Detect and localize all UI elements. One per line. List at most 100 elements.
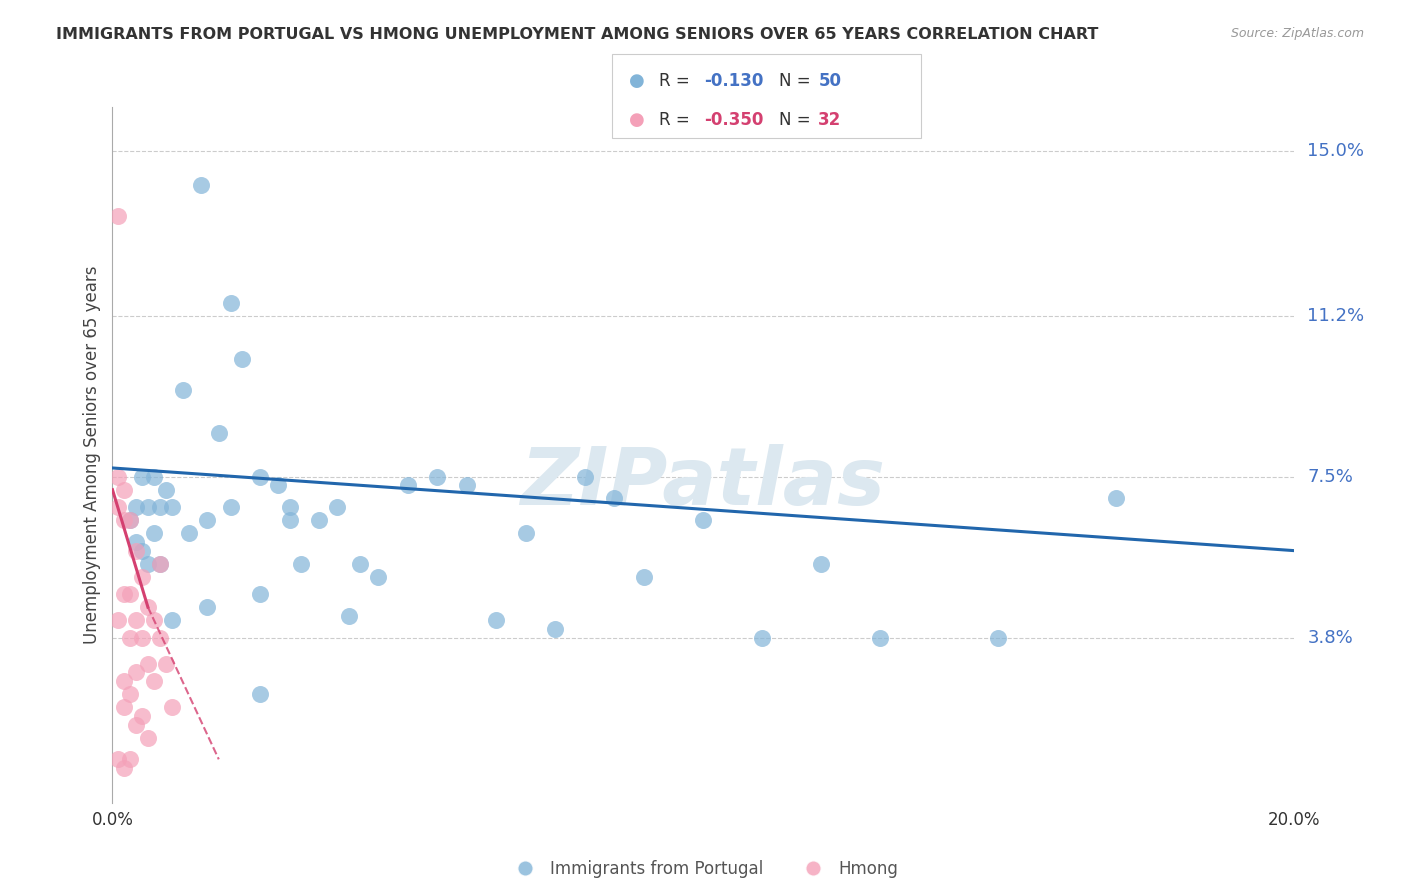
Point [136, 500, 159, 514]
Point [160, 613, 183, 627]
Point [267, 478, 290, 492]
Point [131, 708, 153, 723]
Point [142, 526, 165, 541]
Point [149, 557, 172, 571]
Point [396, 478, 419, 492]
Point [692, 513, 714, 527]
Point [142, 469, 165, 483]
Point [112, 700, 135, 714]
Point [751, 631, 773, 645]
Point [149, 557, 172, 571]
Point [633, 570, 655, 584]
Point [208, 426, 231, 441]
Point [603, 491, 626, 506]
Point [136, 600, 159, 615]
Text: 32: 32 [818, 111, 842, 128]
Point [107, 500, 129, 514]
Point [125, 717, 148, 731]
Point [125, 500, 148, 514]
Point [544, 622, 567, 636]
Point [149, 500, 172, 514]
Point [195, 600, 218, 615]
Point [160, 500, 183, 514]
Text: N =: N = [779, 111, 815, 128]
Point [131, 469, 153, 483]
Point [136, 731, 159, 745]
Point [120, 631, 142, 645]
Point [125, 613, 148, 627]
Point [574, 469, 596, 483]
Point [112, 513, 135, 527]
Text: ZIPatlas: ZIPatlas [520, 443, 886, 522]
Point [278, 513, 301, 527]
Point [195, 513, 218, 527]
Point [142, 613, 165, 627]
Point [112, 674, 135, 689]
Point [107, 752, 129, 766]
Text: 7.5%: 7.5% [1308, 467, 1354, 485]
Point [337, 608, 360, 623]
Text: 3.8%: 3.8% [1308, 629, 1353, 647]
Point [485, 613, 508, 627]
Point [249, 469, 271, 483]
Point [987, 631, 1010, 645]
Text: ●: ● [628, 71, 645, 89]
Point [172, 383, 194, 397]
Text: -0.350: -0.350 [704, 111, 763, 128]
Point [107, 469, 129, 483]
Point [142, 674, 165, 689]
Point [1105, 491, 1128, 506]
Point [231, 352, 253, 367]
Point [136, 657, 159, 671]
Point [107, 209, 129, 223]
Text: R =: R = [659, 71, 696, 89]
Text: ●: ● [628, 111, 645, 128]
Text: 15.0%: 15.0% [1308, 142, 1364, 160]
Legend: Immigrants from Portugal, Hmong: Immigrants from Portugal, Hmong [502, 854, 904, 885]
Point [112, 483, 135, 497]
Point [869, 631, 891, 645]
Point [131, 570, 153, 584]
Point [456, 478, 478, 492]
Point [515, 526, 537, 541]
Point [131, 631, 153, 645]
Point [190, 178, 212, 193]
Text: IMMIGRANTS FROM PORTUGAL VS HMONG UNEMPLOYMENT AMONG SENIORS OVER 65 YEARS CORRE: IMMIGRANTS FROM PORTUGAL VS HMONG UNEMPL… [56, 27, 1098, 42]
Point [120, 752, 142, 766]
Point [149, 631, 172, 645]
Point [160, 700, 183, 714]
Text: 11.2%: 11.2% [1308, 307, 1365, 325]
Text: R =: R = [659, 111, 696, 128]
Point [810, 557, 832, 571]
Point [155, 657, 177, 671]
Point [125, 665, 148, 680]
Point [308, 513, 330, 527]
Y-axis label: Unemployment Among Seniors over 65 years: Unemployment Among Seniors over 65 years [83, 266, 101, 644]
Point [367, 570, 389, 584]
Text: 50: 50 [818, 71, 841, 89]
Point [120, 513, 142, 527]
Point [136, 557, 159, 571]
Point [179, 526, 201, 541]
Point [278, 500, 301, 514]
Point [107, 613, 129, 627]
Point [219, 295, 242, 310]
Point [120, 587, 142, 601]
Point [290, 557, 312, 571]
Point [125, 543, 148, 558]
Point [120, 513, 142, 527]
Text: Source: ZipAtlas.com: Source: ZipAtlas.com [1230, 27, 1364, 40]
Point [349, 557, 371, 571]
Point [112, 587, 135, 601]
Point [326, 500, 349, 514]
Point [426, 469, 449, 483]
Point [131, 543, 153, 558]
Text: -0.130: -0.130 [704, 71, 763, 89]
Point [125, 535, 148, 549]
Point [249, 587, 271, 601]
Point [155, 483, 177, 497]
Point [120, 687, 142, 701]
Point [249, 687, 271, 701]
Point [219, 500, 242, 514]
Text: N =: N = [779, 71, 815, 89]
